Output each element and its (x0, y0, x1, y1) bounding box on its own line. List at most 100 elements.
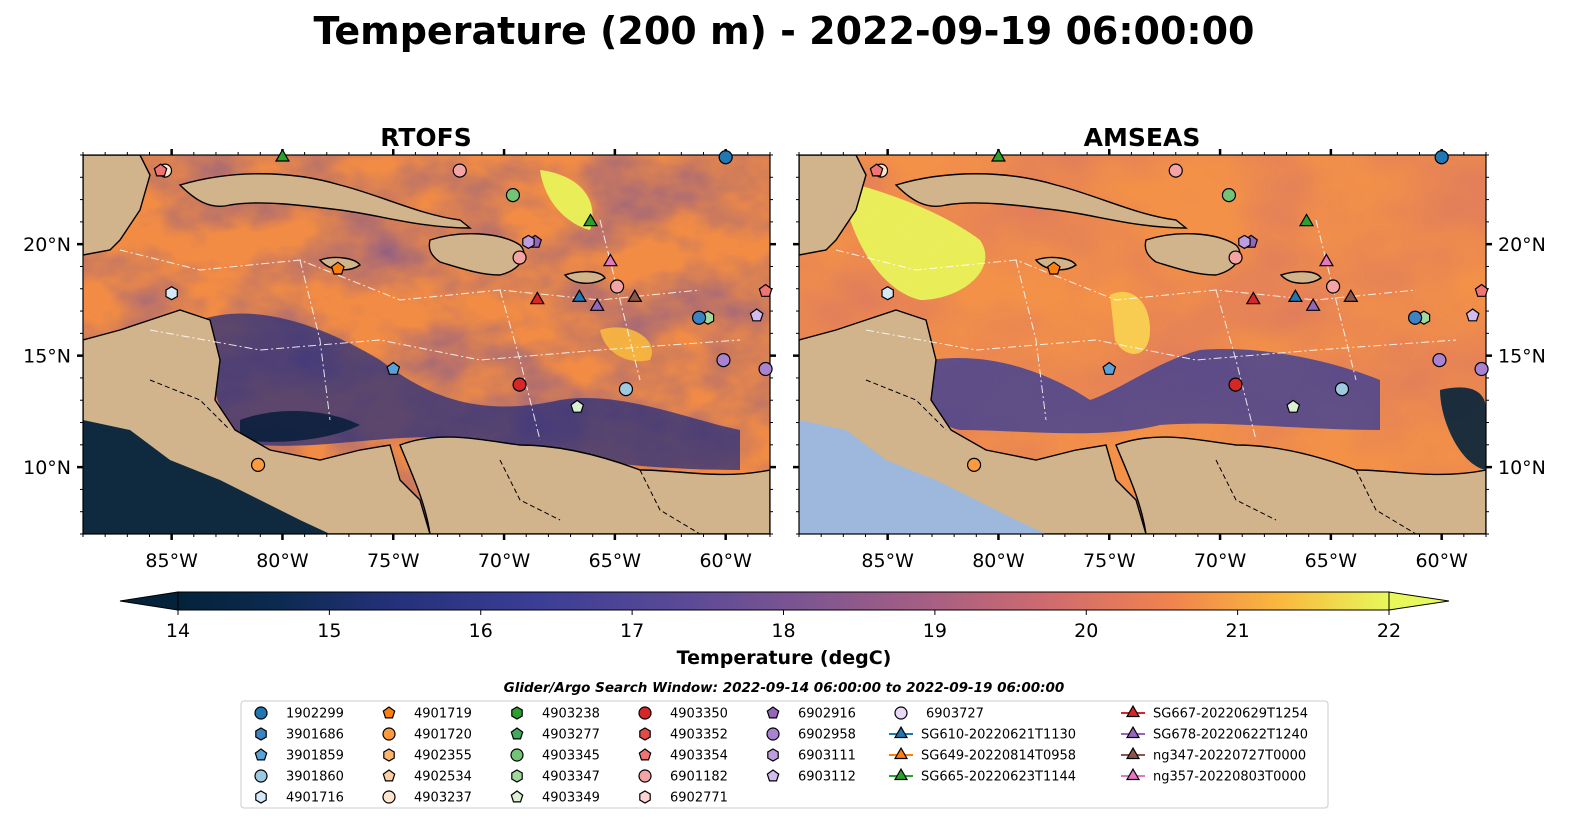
legend-item: 4903277 (510, 727, 600, 743)
legend-label: 4903238 (542, 707, 600, 722)
observation-marker (1238, 234, 1251, 250)
observation-marker (1228, 250, 1243, 265)
legend-label: 4903345 (542, 749, 600, 764)
legend-item: 4903349 (510, 790, 600, 806)
observation-marker (1407, 310, 1423, 325)
legend-item: 4903237 (382, 790, 472, 806)
legend-item: 4903238 (511, 706, 600, 722)
y-tick-label: 10°N (23, 457, 71, 479)
observation-marker (452, 163, 467, 178)
legend-item: 4902534 (382, 769, 472, 785)
legend-label: 4903352 (670, 728, 728, 743)
legend-title: Glider/Argo Search Window: 2022-09-14 06… (504, 680, 1065, 696)
colorbar-extend-min (119, 591, 179, 611)
observation-marker (1305, 297, 1321, 311)
legend-item: 3901860 (254, 769, 344, 785)
warm-water-region (600, 327, 652, 362)
legend-marker (893, 725, 909, 739)
coldest-water-region (1440, 387, 1486, 470)
x-axis: 85°W 80°W 75°W 70°W 65°W 60°W (82, 149, 771, 572)
legend-label: 4902534 (414, 770, 472, 785)
x-tick-label: 75°W (367, 550, 420, 572)
legend-marker (639, 727, 651, 741)
colorbar-tick-label: 21 (1226, 620, 1250, 642)
observation-marker (570, 399, 585, 413)
observation-marker (1286, 399, 1301, 413)
observation-marker (1221, 188, 1237, 203)
pacific-no-data (799, 420, 1046, 534)
legend-item: 6902958 (766, 727, 856, 743)
colorbar-tick-label: 19 (923, 620, 947, 642)
map-panel-rtofs: RTOFS (23, 123, 776, 572)
legend-label: SG678-20220622T1240 (1153, 728, 1308, 743)
legend-item: 4903345 (510, 748, 600, 764)
legend-label: 3901860 (286, 770, 344, 785)
observation-marker (749, 308, 764, 322)
observation-marker (330, 261, 345, 275)
observation-marker (571, 289, 587, 302)
legend-marker (254, 706, 268, 720)
y-tick-label: 15°N (1498, 346, 1546, 368)
x-tick-label: 70°W (1194, 550, 1247, 572)
legend-label: 4903347 (542, 770, 600, 785)
legend-item: 4901716 (255, 790, 344, 806)
colorbar-ticks: 14 15 16 17 18 19 20 21 22 (166, 610, 1401, 642)
observation-marker (1168, 163, 1183, 178)
colorbar-extend-max (1388, 591, 1450, 611)
legend-marker (638, 706, 652, 720)
x-tick-label: 80°W (972, 550, 1025, 572)
observation-marker (758, 361, 773, 377)
observation-marker (1343, 289, 1359, 302)
legend-marker (639, 790, 651, 804)
colorbar-tick-label: 17 (620, 620, 644, 642)
legend-marker (254, 769, 268, 783)
panel-title-rtofs: RTOFS (380, 123, 472, 152)
legend-item: SG665-20220623T1144 (889, 767, 1076, 785)
observation-marker (386, 361, 401, 375)
legend-marker (511, 769, 523, 783)
observation-marker (618, 381, 634, 397)
legend-label: ng347-20220727T0000 (1153, 749, 1306, 764)
legend-marker (1125, 725, 1141, 739)
colorbar-tick-label: 15 (317, 620, 341, 642)
observation-marker (716, 353, 731, 368)
legend-item: 4903354 (638, 748, 728, 764)
observation-marker (758, 283, 773, 297)
legend-label: 4903237 (414, 791, 472, 806)
legend-marker (511, 706, 523, 720)
legend-item: 4901719 (382, 706, 472, 722)
observation-marker (153, 163, 168, 177)
observation-markers (869, 148, 1489, 472)
legend-label: 3901859 (286, 749, 344, 764)
y-tick-label: 20°N (1498, 234, 1546, 256)
legend-marker (766, 706, 780, 719)
map-panel-amseas: AMSEAS (793, 123, 1546, 572)
observation-marker (1287, 289, 1303, 302)
observation-marker (718, 150, 733, 165)
legend-label: 1902299 (286, 707, 344, 722)
observation-marker (1318, 253, 1334, 267)
legend-label: 4901720 (414, 728, 472, 743)
observation-marker (529, 291, 545, 305)
legend-label: SG649-20220814T0958 (921, 749, 1076, 764)
observation-marker (274, 148, 290, 162)
legend-box (240, 700, 1329, 809)
legend-marker (766, 727, 780, 741)
legend-marker (894, 706, 908, 720)
legend-marker (1125, 704, 1141, 718)
legend-label: 6902771 (670, 791, 728, 806)
legend-marker (254, 748, 268, 761)
observation-marker (1432, 353, 1447, 368)
warm-water-region (840, 180, 986, 300)
legend-label: 6903112 (798, 770, 856, 785)
legend-label: 6902916 (798, 707, 856, 722)
eez-boundaries (119, 219, 741, 441)
panel-title-amseas: AMSEAS (1084, 123, 1201, 152)
observation-marker (512, 250, 527, 265)
legend-label: 4903349 (542, 791, 600, 806)
legend-label: 4902355 (414, 749, 472, 764)
observation-markers (153, 148, 773, 472)
legend-marker (510, 727, 524, 740)
map-area-amseas (799, 155, 1486, 534)
